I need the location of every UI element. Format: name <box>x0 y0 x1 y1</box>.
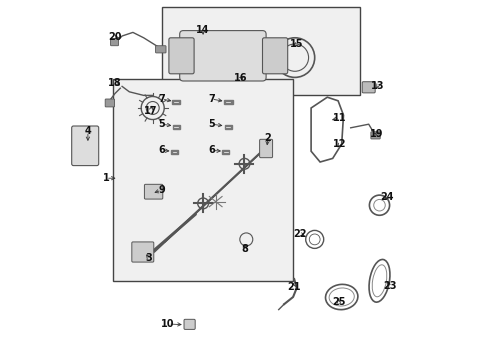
Text: 2: 2 <box>264 132 271 143</box>
Text: 7: 7 <box>158 94 165 104</box>
Text: 6: 6 <box>207 145 214 156</box>
Text: 10: 10 <box>161 319 175 329</box>
FancyBboxPatch shape <box>72 126 99 166</box>
Text: 16: 16 <box>234 73 247 84</box>
Bar <box>172 125 179 129</box>
Text: 7: 7 <box>207 94 214 104</box>
Text: 13: 13 <box>370 81 384 91</box>
Text: 24: 24 <box>379 192 393 202</box>
Text: 14: 14 <box>196 24 209 35</box>
Text: 23: 23 <box>382 281 395 291</box>
Bar <box>222 150 229 154</box>
FancyBboxPatch shape <box>262 38 287 74</box>
Bar <box>171 100 180 104</box>
Text: 17: 17 <box>144 106 157 116</box>
Bar <box>224 100 232 104</box>
Text: 18: 18 <box>108 78 122 88</box>
Text: 4: 4 <box>84 126 91 136</box>
FancyBboxPatch shape <box>155 46 166 53</box>
FancyBboxPatch shape <box>168 38 194 74</box>
Bar <box>113 79 292 281</box>
Text: 20: 20 <box>108 32 122 42</box>
Bar <box>224 125 231 129</box>
Text: 12: 12 <box>332 139 346 149</box>
FancyBboxPatch shape <box>132 242 153 262</box>
FancyBboxPatch shape <box>370 132 380 139</box>
Text: 11: 11 <box>332 113 346 123</box>
FancyBboxPatch shape <box>105 99 114 107</box>
Text: 9: 9 <box>158 185 165 195</box>
Bar <box>162 7 359 95</box>
FancyBboxPatch shape <box>144 184 163 199</box>
FancyBboxPatch shape <box>110 39 118 46</box>
Text: 19: 19 <box>369 129 383 139</box>
FancyBboxPatch shape <box>362 82 374 93</box>
Text: 5: 5 <box>158 119 165 129</box>
Text: 5: 5 <box>207 119 214 129</box>
Text: 6: 6 <box>158 145 165 156</box>
Text: 15: 15 <box>289 39 303 49</box>
FancyBboxPatch shape <box>259 139 272 158</box>
Text: 22: 22 <box>293 229 306 239</box>
Text: 8: 8 <box>241 244 247 254</box>
Bar <box>170 150 178 154</box>
Text: 25: 25 <box>331 297 345 307</box>
Text: 1: 1 <box>102 173 109 183</box>
Text: 3: 3 <box>145 253 152 264</box>
FancyBboxPatch shape <box>179 31 265 81</box>
FancyBboxPatch shape <box>183 319 195 329</box>
FancyArrowPatch shape <box>145 214 195 257</box>
Text: 21: 21 <box>286 282 300 292</box>
